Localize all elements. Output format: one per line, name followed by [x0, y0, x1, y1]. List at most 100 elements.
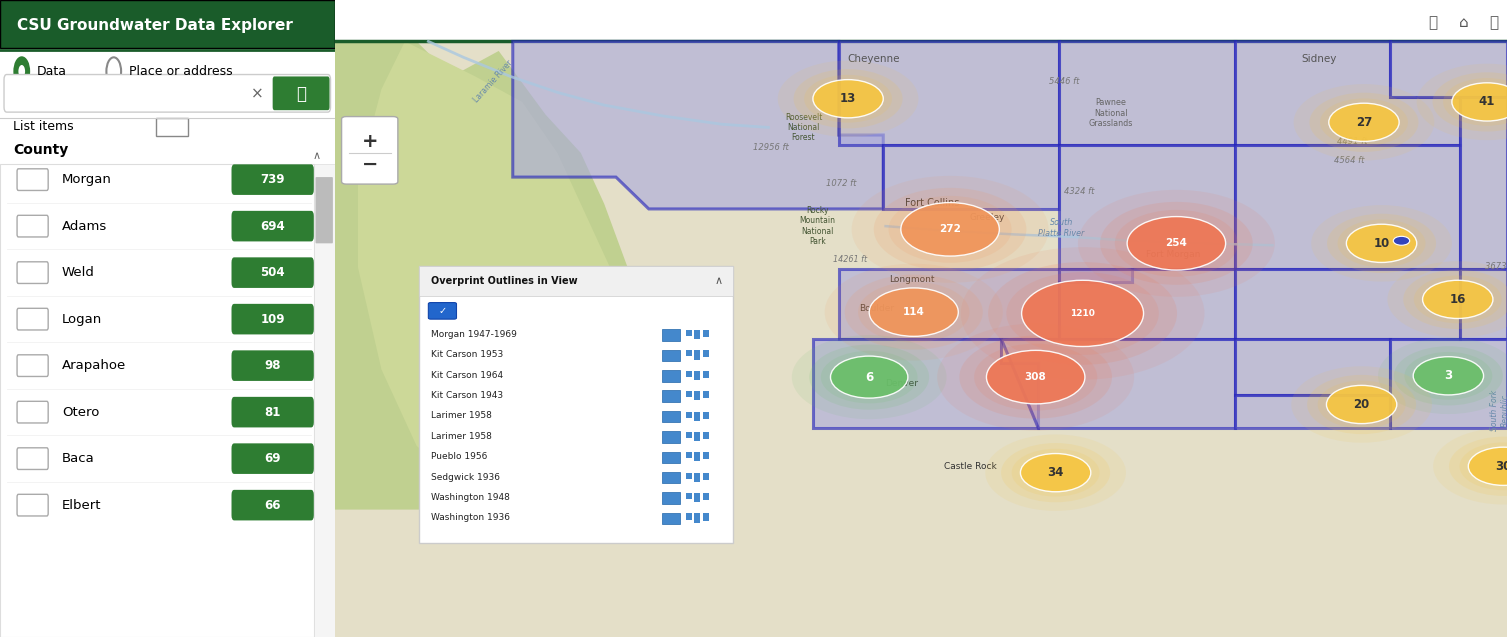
FancyBboxPatch shape [335, 0, 1507, 41]
FancyBboxPatch shape [662, 411, 681, 422]
Polygon shape [1236, 395, 1389, 428]
Text: ⧉: ⧉ [1489, 15, 1498, 30]
Circle shape [778, 61, 918, 137]
FancyBboxPatch shape [702, 473, 708, 480]
Text: Elbert: Elbert [62, 499, 101, 512]
Text: 98: 98 [264, 359, 280, 372]
Text: 69: 69 [264, 452, 280, 465]
Polygon shape [1236, 269, 1460, 339]
Polygon shape [1460, 269, 1507, 339]
Text: Sedgwick 1936: Sedgwick 1936 [431, 473, 500, 482]
FancyBboxPatch shape [662, 513, 681, 524]
Polygon shape [839, 269, 1132, 339]
FancyBboxPatch shape [695, 350, 701, 359]
FancyBboxPatch shape [232, 257, 313, 288]
Circle shape [1405, 352, 1492, 400]
Text: Washington 1948: Washington 1948 [431, 493, 509, 502]
FancyBboxPatch shape [695, 473, 701, 482]
Circle shape [1115, 210, 1237, 276]
Text: Pueblo 1956: Pueblo 1956 [431, 452, 487, 461]
FancyBboxPatch shape [702, 330, 708, 337]
Circle shape [794, 69, 903, 129]
Text: 308: 308 [1025, 372, 1046, 382]
Polygon shape [1389, 339, 1507, 428]
FancyBboxPatch shape [232, 490, 313, 520]
Text: Fort Collins: Fort Collins [906, 197, 960, 208]
Circle shape [824, 264, 1002, 361]
FancyBboxPatch shape [686, 391, 692, 397]
Circle shape [1338, 219, 1426, 268]
Circle shape [986, 434, 1126, 511]
Text: 20: 20 [1353, 398, 1370, 411]
Polygon shape [1059, 269, 1236, 339]
FancyBboxPatch shape [686, 330, 692, 336]
Text: Place or address: Place or address [128, 65, 232, 78]
Text: 27: 27 [1356, 116, 1371, 129]
Polygon shape [512, 41, 883, 209]
FancyBboxPatch shape [702, 412, 708, 419]
FancyBboxPatch shape [232, 164, 313, 195]
Polygon shape [1460, 97, 1507, 269]
FancyBboxPatch shape [702, 391, 708, 398]
Text: 34: 34 [1047, 466, 1064, 479]
FancyBboxPatch shape [686, 452, 692, 459]
Text: 694: 694 [261, 220, 285, 233]
Text: 66: 66 [264, 499, 280, 512]
Circle shape [1291, 366, 1432, 443]
Polygon shape [812, 339, 1038, 428]
Text: 1072 ft: 1072 ft [826, 179, 856, 188]
Circle shape [1423, 280, 1493, 318]
FancyBboxPatch shape [702, 452, 708, 459]
Circle shape [974, 344, 1097, 411]
Text: 1210: 1210 [1070, 309, 1096, 318]
Polygon shape [839, 41, 1059, 145]
FancyBboxPatch shape [315, 164, 335, 637]
Polygon shape [335, 41, 628, 510]
Text: Larimer 1958: Larimer 1958 [431, 412, 491, 420]
Text: South
Platte River: South Platte River [1038, 218, 1085, 238]
Text: 4324 ft: 4324 ft [1064, 187, 1094, 196]
Polygon shape [1001, 339, 1236, 428]
Circle shape [1020, 454, 1091, 492]
Text: 81: 81 [264, 406, 280, 419]
FancyBboxPatch shape [702, 513, 708, 520]
Circle shape [1468, 447, 1507, 485]
FancyBboxPatch shape [0, 164, 315, 637]
Text: 254: 254 [1165, 238, 1188, 248]
Circle shape [107, 57, 121, 85]
Text: 5446 ft: 5446 ft [1049, 77, 1079, 86]
Text: List items: List items [14, 120, 74, 133]
Circle shape [1346, 224, 1417, 262]
FancyBboxPatch shape [662, 431, 681, 443]
Circle shape [1448, 437, 1507, 496]
Polygon shape [1059, 145, 1236, 282]
Text: Morgan: Morgan [62, 173, 112, 186]
Circle shape [1444, 78, 1507, 126]
FancyBboxPatch shape [662, 329, 681, 341]
Polygon shape [1236, 145, 1460, 269]
Text: 114: 114 [903, 307, 925, 317]
FancyBboxPatch shape [686, 432, 692, 438]
FancyBboxPatch shape [419, 266, 734, 543]
FancyBboxPatch shape [695, 432, 701, 441]
Text: Longmont: Longmont [889, 275, 934, 283]
Circle shape [1326, 385, 1397, 424]
FancyBboxPatch shape [157, 118, 188, 136]
Text: ∧: ∧ [714, 276, 723, 286]
Text: Boulder: Boulder [859, 304, 894, 313]
Circle shape [1414, 357, 1483, 395]
Text: Weld: Weld [62, 266, 95, 279]
Text: ✓: ✓ [439, 306, 446, 316]
FancyBboxPatch shape [695, 371, 701, 380]
FancyBboxPatch shape [17, 401, 48, 423]
Circle shape [870, 288, 958, 336]
Text: Fort Morgan: Fort Morgan [1145, 250, 1200, 259]
FancyBboxPatch shape [428, 303, 457, 319]
Text: 739: 739 [261, 173, 285, 186]
Circle shape [1403, 270, 1507, 329]
FancyBboxPatch shape [695, 412, 701, 420]
Text: South Fork
Republic: South Fork Republic [1490, 390, 1507, 431]
FancyBboxPatch shape [695, 493, 701, 502]
Circle shape [1317, 380, 1406, 428]
Text: 41: 41 [1478, 96, 1495, 108]
